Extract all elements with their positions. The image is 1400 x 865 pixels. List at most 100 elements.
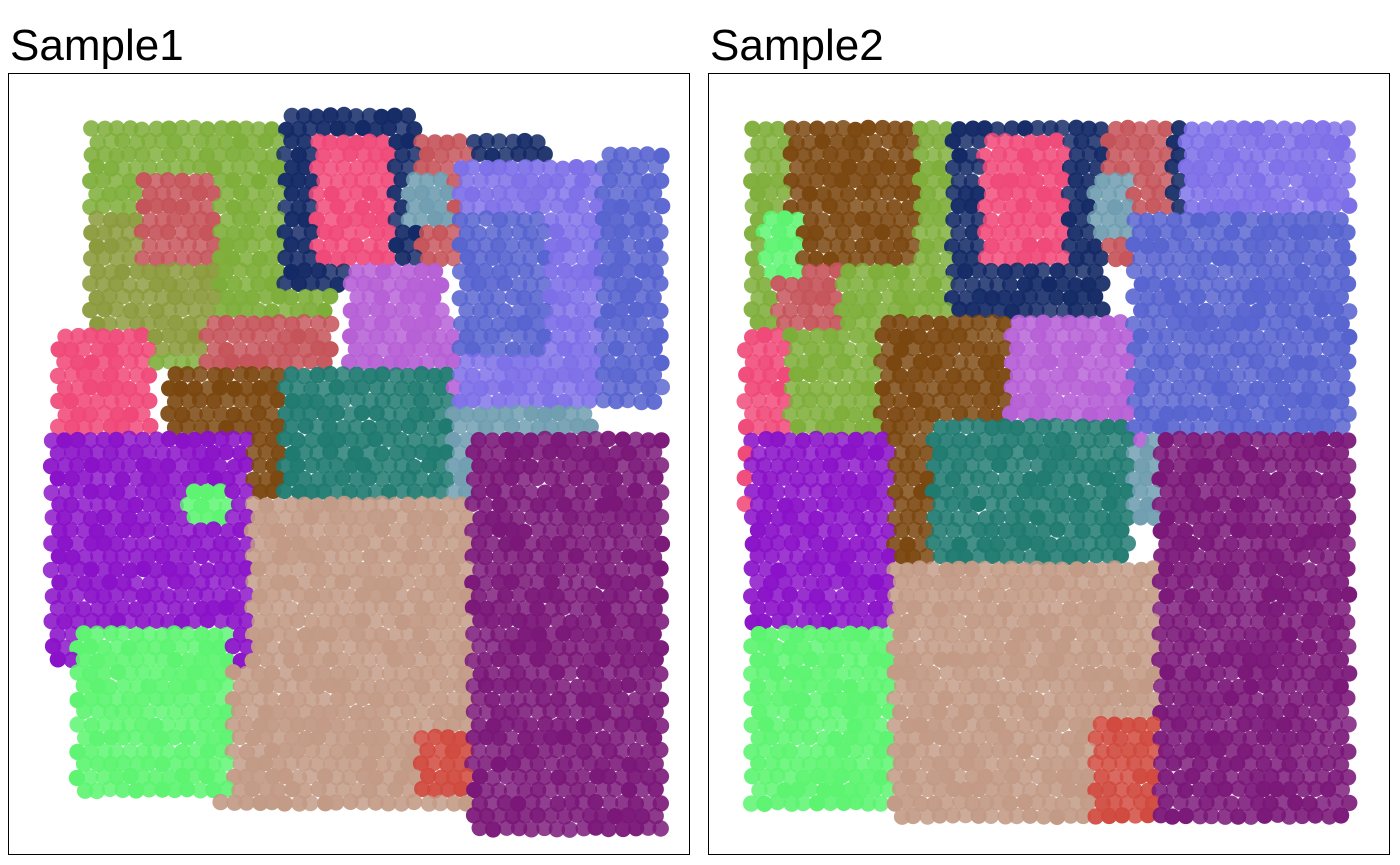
spot-point xyxy=(549,379,566,397)
spot-point xyxy=(426,782,444,799)
spot-point xyxy=(919,496,936,513)
spot-point xyxy=(414,575,431,592)
spot-point xyxy=(361,107,378,125)
spot-point xyxy=(587,302,604,319)
spot-point xyxy=(970,262,987,279)
spot-point xyxy=(334,703,352,720)
spot-point xyxy=(56,457,74,474)
spot-point xyxy=(1223,561,1240,578)
spot-point xyxy=(1307,807,1324,824)
spot-point xyxy=(399,730,417,748)
spot-point xyxy=(1016,743,1033,760)
spot-point xyxy=(315,198,332,216)
spot-point xyxy=(193,755,210,772)
spot-point xyxy=(270,210,287,228)
spot-point xyxy=(757,249,774,267)
spot-point xyxy=(930,340,948,358)
spot-point xyxy=(931,185,948,202)
spot-point xyxy=(439,496,456,513)
spot-point xyxy=(128,288,145,305)
spot-point xyxy=(432,171,450,188)
spot-point xyxy=(951,715,968,733)
spot-point xyxy=(1054,171,1071,188)
spot-point xyxy=(822,171,839,189)
spot-point xyxy=(218,755,235,772)
spot-point xyxy=(211,379,228,396)
spot-point xyxy=(239,638,256,656)
spot-point xyxy=(1099,366,1117,383)
spot-point xyxy=(432,250,449,268)
spot-point xyxy=(419,562,437,579)
spot-point xyxy=(127,185,144,202)
spot-point xyxy=(1009,470,1026,488)
spot-point xyxy=(569,703,586,720)
spot-point xyxy=(542,702,559,720)
spot-point xyxy=(1274,457,1292,474)
spot-point xyxy=(302,249,319,266)
spot-point xyxy=(1120,562,1137,579)
spot-point xyxy=(277,767,294,785)
spot-point xyxy=(1300,432,1318,449)
spot-point xyxy=(432,405,449,423)
spot-point xyxy=(866,496,883,513)
spot-point xyxy=(1184,741,1201,759)
spot-point xyxy=(860,586,878,604)
spot-point xyxy=(180,315,198,333)
spot-point xyxy=(224,509,242,526)
spot-point xyxy=(567,547,585,565)
spot-point xyxy=(386,158,404,175)
spot-point xyxy=(1268,651,1285,669)
spot-point xyxy=(95,613,113,630)
spot-point xyxy=(212,716,229,734)
spot-point xyxy=(405,793,423,811)
spot-point xyxy=(315,275,332,292)
spot-point xyxy=(976,120,993,137)
spot-point xyxy=(1276,614,1293,631)
spot-point xyxy=(1030,379,1047,396)
spot-point xyxy=(121,586,139,603)
spot-point xyxy=(1236,328,1254,345)
spot-point xyxy=(1152,730,1169,747)
spot-point xyxy=(368,224,386,242)
spot-point xyxy=(315,691,332,708)
spot-point xyxy=(1269,288,1286,305)
spot-point xyxy=(1216,780,1234,798)
spot-point xyxy=(1035,340,1053,358)
spot-point xyxy=(821,768,838,785)
spot-point xyxy=(1015,638,1032,655)
spot-point xyxy=(1028,691,1045,709)
spot-point xyxy=(161,664,178,682)
spot-point xyxy=(924,665,941,683)
spot-point xyxy=(835,250,852,267)
spot-point xyxy=(1002,690,1019,708)
spot-point xyxy=(867,573,885,591)
spot-point xyxy=(957,367,974,384)
spot-point xyxy=(522,638,539,656)
spot-point xyxy=(647,807,664,825)
spot-point xyxy=(361,288,378,305)
spot-point xyxy=(278,639,295,656)
spot-point xyxy=(1086,444,1103,462)
spot-point xyxy=(615,794,632,812)
spot-point xyxy=(374,158,392,175)
spot-point xyxy=(1210,225,1228,242)
spot-point xyxy=(128,236,146,253)
spot-point xyxy=(906,391,924,409)
spot-point xyxy=(63,419,81,436)
spot-point xyxy=(166,211,183,228)
spot-point xyxy=(69,508,87,526)
spot-point xyxy=(808,483,825,500)
spot-point xyxy=(872,795,889,812)
spot-point xyxy=(926,509,943,526)
spot-point xyxy=(801,729,818,746)
spot-point xyxy=(738,366,755,383)
spot-point xyxy=(615,171,632,188)
spot-point xyxy=(283,755,300,772)
spot-point xyxy=(1107,120,1125,138)
spot-point xyxy=(1210,638,1227,655)
spot-point xyxy=(472,172,489,189)
spot-point xyxy=(141,237,158,255)
spot-point xyxy=(405,638,423,655)
spot-point xyxy=(757,768,774,785)
spot-point xyxy=(491,807,508,824)
